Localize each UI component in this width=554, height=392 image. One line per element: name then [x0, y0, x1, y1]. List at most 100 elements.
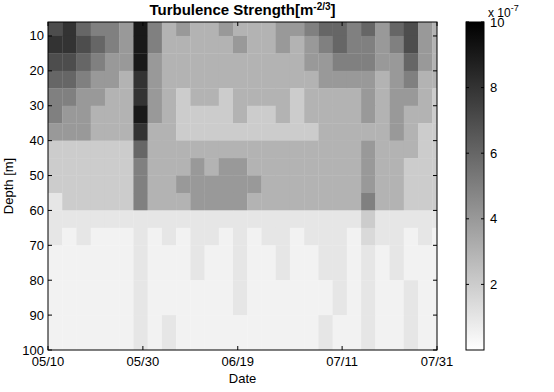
heatmap-cell	[418, 123, 433, 141]
heatmap-cell	[119, 123, 134, 141]
colorbar-tick	[481, 22, 484, 23]
heatmap-cell	[62, 158, 77, 176]
heatmap-cell	[91, 141, 106, 159]
heatmap-cell	[418, 71, 433, 89]
heatmap-cell	[162, 228, 177, 246]
heatmap-cell	[48, 106, 63, 124]
y-tick	[48, 105, 52, 106]
heatmap-cell	[247, 71, 262, 89]
heatmap-cell	[91, 228, 106, 246]
heatmap-cell	[390, 141, 405, 159]
heatmap-cell	[290, 176, 305, 194]
heatmap-cell	[333, 176, 348, 194]
heatmap-cell	[276, 71, 291, 89]
heatmap-cell	[247, 106, 262, 124]
heatmap-cell	[176, 88, 191, 106]
heatmap-cell	[91, 71, 106, 89]
title: Turbulence Strength[m-2/3]	[149, 1, 335, 18]
heatmap-cell	[190, 22, 205, 36]
colorbar-tick-label: 6	[490, 146, 497, 161]
heatmap-cell	[48, 123, 63, 141]
heatmap-cell	[375, 88, 390, 106]
heatmap-cell	[105, 280, 120, 315]
heatmap-cell	[290, 228, 305, 246]
heatmap-cell	[333, 193, 348, 211]
heatmap-cell	[432, 228, 437, 246]
x-tick	[48, 22, 49, 26]
heatmap-cell	[347, 123, 362, 141]
heatmap-cell	[119, 245, 134, 280]
heatmap-cell	[390, 228, 405, 246]
heatmap-cell	[247, 228, 262, 246]
colorbar-tick	[466, 22, 469, 23]
heatmap-cell	[148, 193, 163, 211]
x-axis-title: Date	[229, 371, 256, 386]
heatmap-cell	[205, 88, 220, 106]
heatmap-cell	[62, 22, 77, 36]
heatmap-cell	[304, 158, 319, 176]
heatmap-cell	[261, 141, 276, 159]
y-tick-label: 10	[30, 28, 44, 43]
title-unit: [m	[295, 1, 313, 18]
heatmap-cell	[190, 141, 205, 159]
heatmap-cell	[304, 71, 319, 89]
heatmap-cell	[205, 71, 220, 89]
colorbar-multiplier-base: x 10	[488, 6, 511, 20]
heatmap-cell	[333, 22, 348, 36]
heatmap-cell	[119, 71, 134, 89]
heatmap-cell	[91, 245, 106, 280]
heatmap-cell	[276, 315, 291, 350]
heatmap-cell	[205, 315, 220, 350]
heatmap-cell	[62, 71, 77, 89]
heatmap-cell	[148, 53, 163, 71]
x-tick	[237, 22, 238, 26]
heatmap-cell	[247, 22, 262, 36]
heatmap-cell	[48, 228, 63, 246]
heatmap-cell	[233, 88, 248, 106]
heatmap-cell	[105, 210, 120, 228]
y-tick	[433, 210, 437, 211]
heatmap-cell	[105, 176, 120, 194]
heatmap-cell	[62, 36, 77, 54]
heatmap-cell	[76, 210, 91, 228]
heatmap-cell	[176, 158, 191, 176]
heatmap-cell	[347, 141, 362, 159]
heatmap-cell	[233, 210, 248, 228]
heatmap-cell	[361, 176, 376, 194]
heatmap-cell	[133, 123, 148, 141]
heatmap-cell	[48, 53, 63, 71]
heatmap-cell	[219, 71, 234, 89]
heatmap-cell	[247, 53, 262, 71]
heatmap-cell	[133, 193, 148, 211]
heatmap-cell	[390, 36, 405, 54]
heatmap-cell	[233, 176, 248, 194]
heatmap-cell	[318, 123, 333, 141]
heatmap-cell	[432, 106, 437, 124]
heatmap-cell	[390, 210, 405, 228]
heatmap-cell	[176, 53, 191, 71]
colorbar-tick	[466, 153, 469, 154]
heatmap-cell	[304, 22, 319, 36]
heatmap-cell	[276, 123, 291, 141]
heatmap-cell	[133, 245, 148, 280]
heatmap-cell	[162, 245, 177, 280]
heatmap-cell	[247, 36, 262, 54]
heatmap-cell	[304, 315, 319, 350]
heatmap-cell	[176, 141, 191, 159]
chart: 10203040506070809010005/1005/3006/1907/1…	[0, 0, 554, 392]
heatmap-cell	[190, 71, 205, 89]
heatmap-cell	[119, 210, 134, 228]
heatmap-cell	[133, 53, 148, 71]
heatmap-cell	[290, 193, 305, 211]
heatmap-cell	[62, 123, 77, 141]
heatmap-cell	[247, 315, 262, 350]
heatmap-cell	[276, 228, 291, 246]
heatmap-cell	[247, 210, 262, 228]
heatmap-cell	[347, 280, 362, 315]
heatmap-cell	[190, 106, 205, 124]
heatmap-cell	[176, 123, 191, 141]
heatmap-cell	[276, 210, 291, 228]
heatmap-cell	[105, 22, 120, 36]
heatmap-cell	[176, 106, 191, 124]
colorbar-tick	[481, 218, 484, 219]
